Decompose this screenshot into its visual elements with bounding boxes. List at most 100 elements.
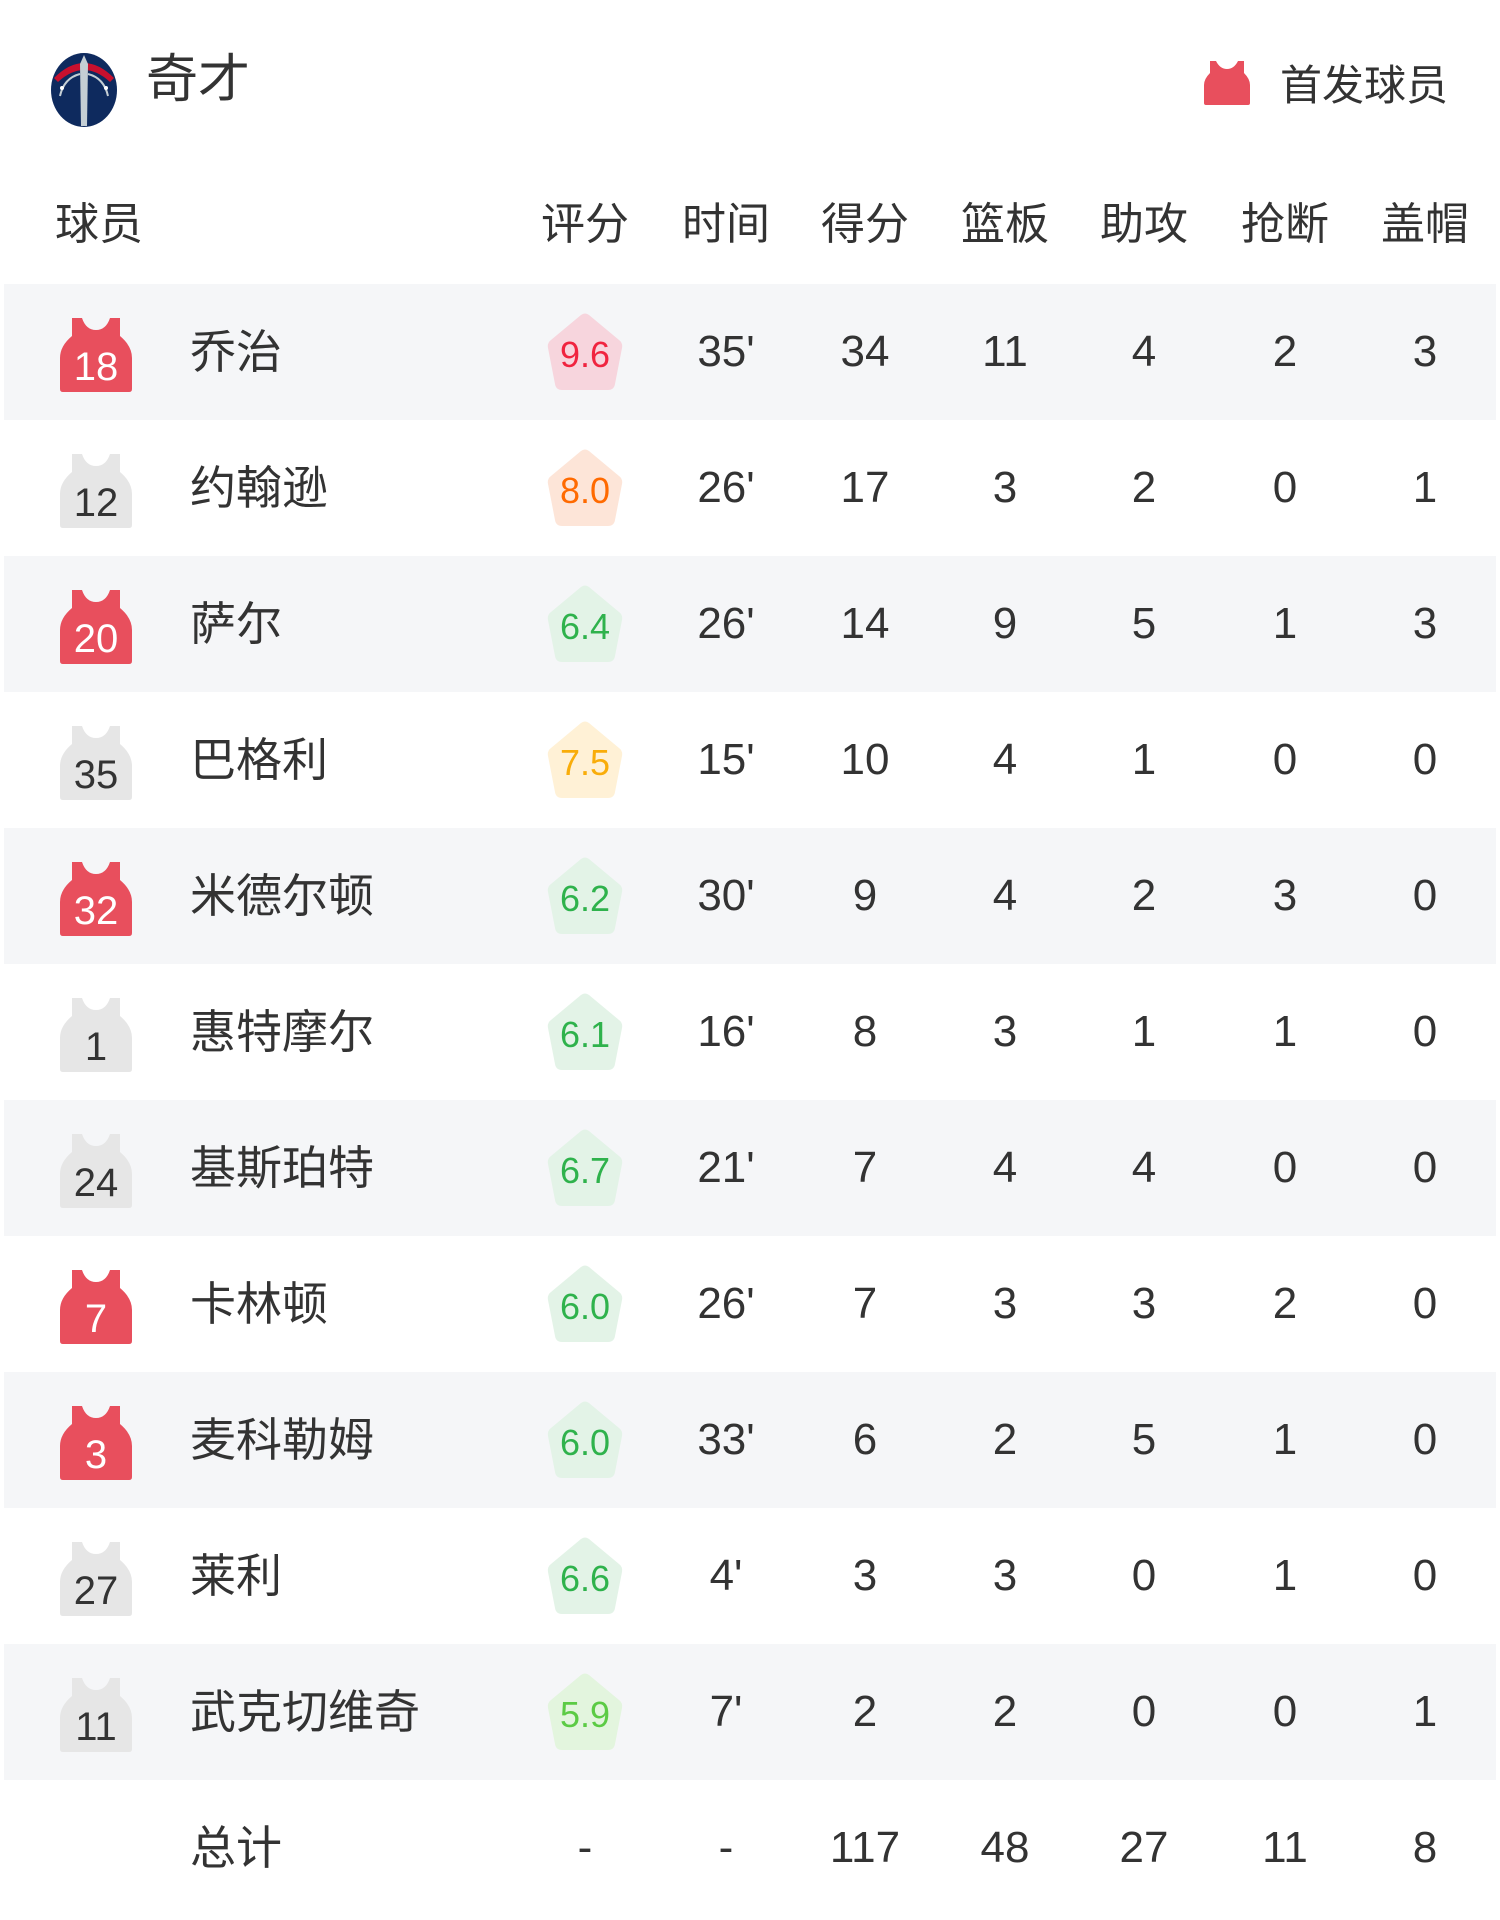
stat-rebounds: 4 — [992, 871, 1018, 920]
player-name[interactable]: 卡林顿 — [190, 1277, 328, 1331]
stat-assists: 4 — [1131, 327, 1157, 376]
player-name[interactable]: 乔治 — [190, 325, 282, 379]
stat-steals: 0 — [1272, 463, 1298, 512]
stat-assists: 2 — [1131, 463, 1157, 512]
player-row[interactable]: 3 麦科勒姆 6.0 33' 6 2 5 1 0 — [4, 1372, 1496, 1508]
total-steals: 11 — [1262, 1823, 1308, 1872]
stat-blocks: 3 — [1412, 599, 1438, 648]
col-rebounds[interactable]: 篮板 — [961, 199, 1049, 250]
totals-label: 总计 — [190, 1821, 282, 1875]
rating-value: 7.5 — [559, 742, 611, 783]
player-row[interactable]: 32 米德尔顿 6.2 30' 9 4 2 3 0 — [4, 828, 1496, 964]
starter-legend: 首发球员 — [1203, 54, 1448, 110]
stat-time: 26' — [697, 463, 755, 512]
player-row[interactable]: 24 基斯珀特 6.7 21' 7 4 4 0 0 — [4, 1100, 1496, 1236]
stat-rebounds: 11 — [982, 327, 1028, 376]
col-rating[interactable]: 评分 — [541, 199, 629, 250]
rating-badge: 7.5 — [543, 718, 627, 802]
stat-assists: 3 — [1131, 1279, 1157, 1328]
player-row[interactable]: 27 莱利 6.6 4' 3 3 0 1 0 — [4, 1508, 1496, 1644]
stat-blocks: 0 — [1412, 735, 1438, 784]
stat-blocks: 0 — [1412, 871, 1438, 920]
col-blocks[interactable]: 盖帽 — [1381, 199, 1469, 250]
stat-blocks: 0 — [1412, 1551, 1438, 1600]
player-name[interactable]: 莱利 — [190, 1549, 282, 1603]
stat-rebounds: 3 — [992, 1279, 1018, 1328]
bench-jersey-icon: 24 — [60, 1130, 132, 1208]
player-row[interactable]: 11 武克切维奇 5.9 7' 2 2 0 0 1 — [4, 1644, 1496, 1780]
stat-points: 8 — [852, 1007, 878, 1056]
stat-steals: 2 — [1272, 1279, 1298, 1328]
bench-jersey-icon: 35 — [60, 722, 132, 800]
player-name[interactable]: 武克切维奇 — [190, 1685, 420, 1739]
stat-points: 7 — [852, 1143, 878, 1192]
team-name: 奇才 — [146, 50, 251, 110]
rating-badge: 6.1 — [543, 990, 627, 1074]
rating-value: 6.0 — [559, 1422, 611, 1463]
jersey-number: 7 — [84, 1297, 108, 1341]
bench-jersey-icon: 27 — [60, 1538, 132, 1616]
rating-value: 6.1 — [559, 1014, 611, 1055]
stat-rebounds: 9 — [992, 599, 1018, 648]
stat-time: 26' — [697, 1279, 755, 1328]
rating-badge: 8.0 — [543, 446, 627, 530]
total-blocks: 8 — [1412, 1823, 1438, 1872]
col-assists[interactable]: 助攻 — [1100, 199, 1188, 250]
stat-steals: 0 — [1272, 1143, 1298, 1192]
rating-badge: 6.0 — [543, 1398, 627, 1482]
stat-blocks: 3 — [1412, 327, 1438, 376]
stat-steals: 1 — [1272, 599, 1298, 648]
total-points: 117 — [829, 1823, 901, 1872]
stat-points: 3 — [852, 1551, 878, 1600]
stat-points: 17 — [840, 463, 890, 512]
player-name[interactable]: 约翰逊 — [190, 461, 328, 515]
player-name[interactable]: 巴格利 — [190, 733, 328, 787]
player-row[interactable]: 7 卡林顿 6.0 26' 7 3 3 2 0 — [4, 1236, 1496, 1372]
jersey-number: 20 — [73, 617, 119, 661]
player-row[interactable]: 1 惠特摩尔 6.1 16' 8 3 1 1 0 — [4, 964, 1496, 1100]
player-name[interactable]: 萨尔 — [190, 597, 282, 651]
player-name[interactable]: 麦科勒姆 — [190, 1413, 374, 1467]
stat-steals: 1 — [1272, 1551, 1298, 1600]
stat-steals: 1 — [1272, 1415, 1298, 1464]
jersey-number: 18 — [73, 345, 119, 389]
stat-rebounds: 3 — [992, 463, 1018, 512]
stat-assists: 5 — [1131, 599, 1157, 648]
stat-points: 7 — [852, 1279, 878, 1328]
player-row[interactable]: 18 乔治 9.6 35' 34 11 4 2 3 — [4, 284, 1496, 420]
rating-value: 5.9 — [559, 1694, 611, 1735]
rating-badge: 6.2 — [543, 854, 627, 938]
player-row[interactable]: 35 巴格利 7.5 15' 10 4 1 0 0 — [4, 692, 1496, 828]
player-row[interactable]: 20 萨尔 6.4 26' 14 9 5 1 3 — [4, 556, 1496, 692]
rating-badge: 6.0 — [543, 1262, 627, 1346]
total-rebounds: 48 — [980, 1823, 1030, 1872]
stat-steals: 1 — [1272, 1007, 1298, 1056]
starter-legend-label: 首发球员 — [1279, 60, 1448, 110]
stat-points: 10 — [840, 735, 890, 784]
rating-value: 6.4 — [559, 606, 611, 647]
player-name[interactable]: 米德尔顿 — [190, 869, 374, 923]
stat-blocks: 0 — [1412, 1143, 1438, 1192]
col-steals[interactable]: 抢断 — [1241, 199, 1329, 250]
rating-value: 8.0 — [559, 470, 611, 511]
bench-jersey-icon: 11 — [60, 1674, 132, 1752]
stat-time: 4' — [709, 1551, 743, 1600]
jersey-number: 32 — [73, 889, 119, 933]
stat-assists: 1 — [1131, 1007, 1157, 1056]
player-name[interactable]: 基斯珀特 — [190, 1141, 374, 1195]
rating-badge: 6.7 — [543, 1126, 627, 1210]
column-header-row: 球员 评分 时间 得分 篮板 助攻 抢断 盖帽 — [0, 190, 1500, 260]
stat-assists: 0 — [1131, 1551, 1157, 1600]
stat-steals: 0 — [1272, 1687, 1298, 1736]
starter-jersey-icon: 7 — [60, 1266, 132, 1344]
col-time[interactable]: 时间 — [682, 199, 770, 250]
player-row[interactable]: 12 约翰逊 8.0 26' 17 3 2 0 1 — [4, 420, 1496, 556]
stat-rebounds: 2 — [992, 1415, 1018, 1464]
player-name[interactable]: 惠特摩尔 — [190, 1005, 374, 1059]
col-points[interactable]: 得分 — [821, 199, 909, 250]
totals-row: 总计 - - 117 48 27 11 8 — [4, 1780, 1496, 1916]
stat-rebounds: 3 — [992, 1007, 1018, 1056]
jersey-number: 27 — [73, 1569, 119, 1613]
stat-steals: 0 — [1272, 735, 1298, 784]
jersey-number: 35 — [73, 753, 119, 797]
